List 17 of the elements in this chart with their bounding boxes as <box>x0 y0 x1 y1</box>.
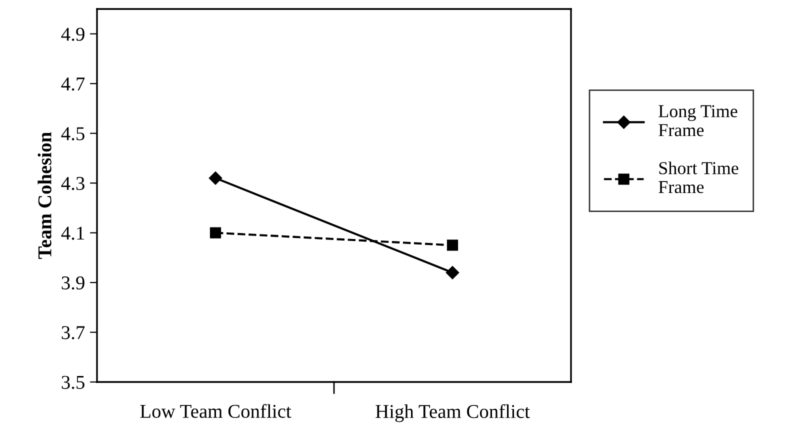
point <box>446 266 460 280</box>
point <box>446 240 458 251</box>
y-tick-label: 4.7 <box>61 78 85 91</box>
point <box>208 172 222 185</box>
y-tick-label: 3.9 <box>62 276 84 290</box>
y-tick-label: 3.5 <box>62 376 84 390</box>
x-tick-label: High Team Conflict <box>376 404 530 422</box>
y-tick-label: 4.3 <box>61 176 84 190</box>
y-tick-label: 4.9 <box>61 28 84 41</box>
y-tick-label: 3.7 <box>62 326 85 340</box>
x-tick-label: Low Team Conflict <box>140 404 292 418</box>
y-tick-label: 4.5 <box>61 127 84 140</box>
point <box>210 227 222 238</box>
legend-label: Long Time Frame <box>658 105 738 136</box>
y-tick-label: 4.1 <box>61 226 84 240</box>
y-axis-title: Team Cohesion <box>38 132 52 259</box>
legend-label: Short Time Frame <box>658 162 738 194</box>
